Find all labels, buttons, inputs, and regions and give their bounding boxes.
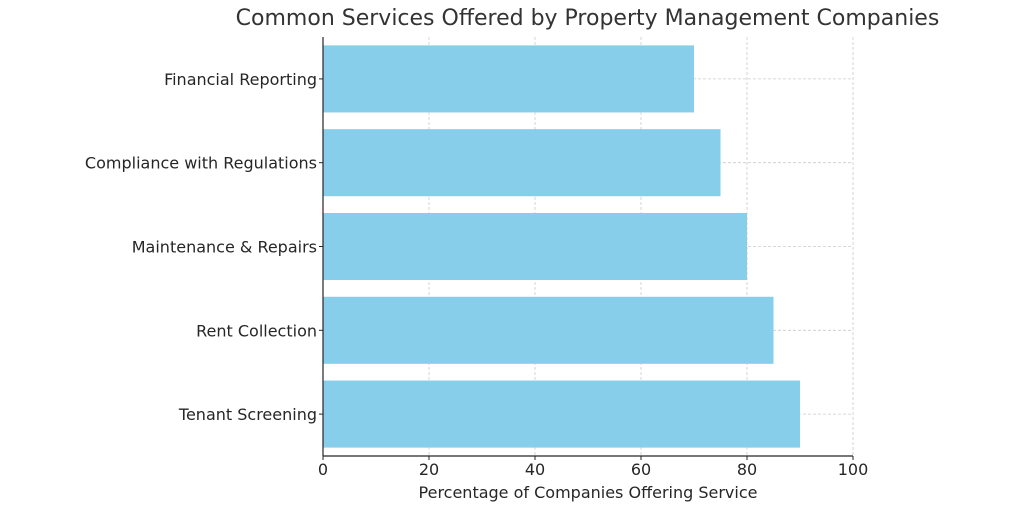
x-tick-label: 40: [525, 460, 545, 479]
x-axis-title: Percentage of Companies Offering Service: [419, 483, 758, 502]
bar: [323, 380, 800, 448]
category-label: Compliance with Regulations: [85, 154, 317, 173]
bars: [323, 45, 800, 448]
bar: [323, 212, 747, 281]
x-tick-label: 0: [318, 460, 328, 479]
x-tick-label: 80: [737, 460, 757, 479]
x-tick-label: 20: [419, 460, 439, 479]
chart-title: Common Services Offered by Property Mana…: [235, 6, 940, 31]
category-label: Rent Collection: [196, 321, 317, 340]
bar: [323, 129, 721, 197]
x-tick-label: 100: [838, 460, 869, 479]
x-tick-label: 60: [631, 460, 651, 479]
category-label: Tenant Screening: [178, 405, 317, 424]
bar: [323, 296, 774, 364]
bar: [323, 45, 694, 113]
labels: 0 20 40 60 80 100 Tenant Screening Rent Collect…: [85, 70, 868, 479]
category-label: Maintenance & Repairs: [132, 238, 317, 257]
category-label: Financial Reporting: [164, 70, 317, 89]
